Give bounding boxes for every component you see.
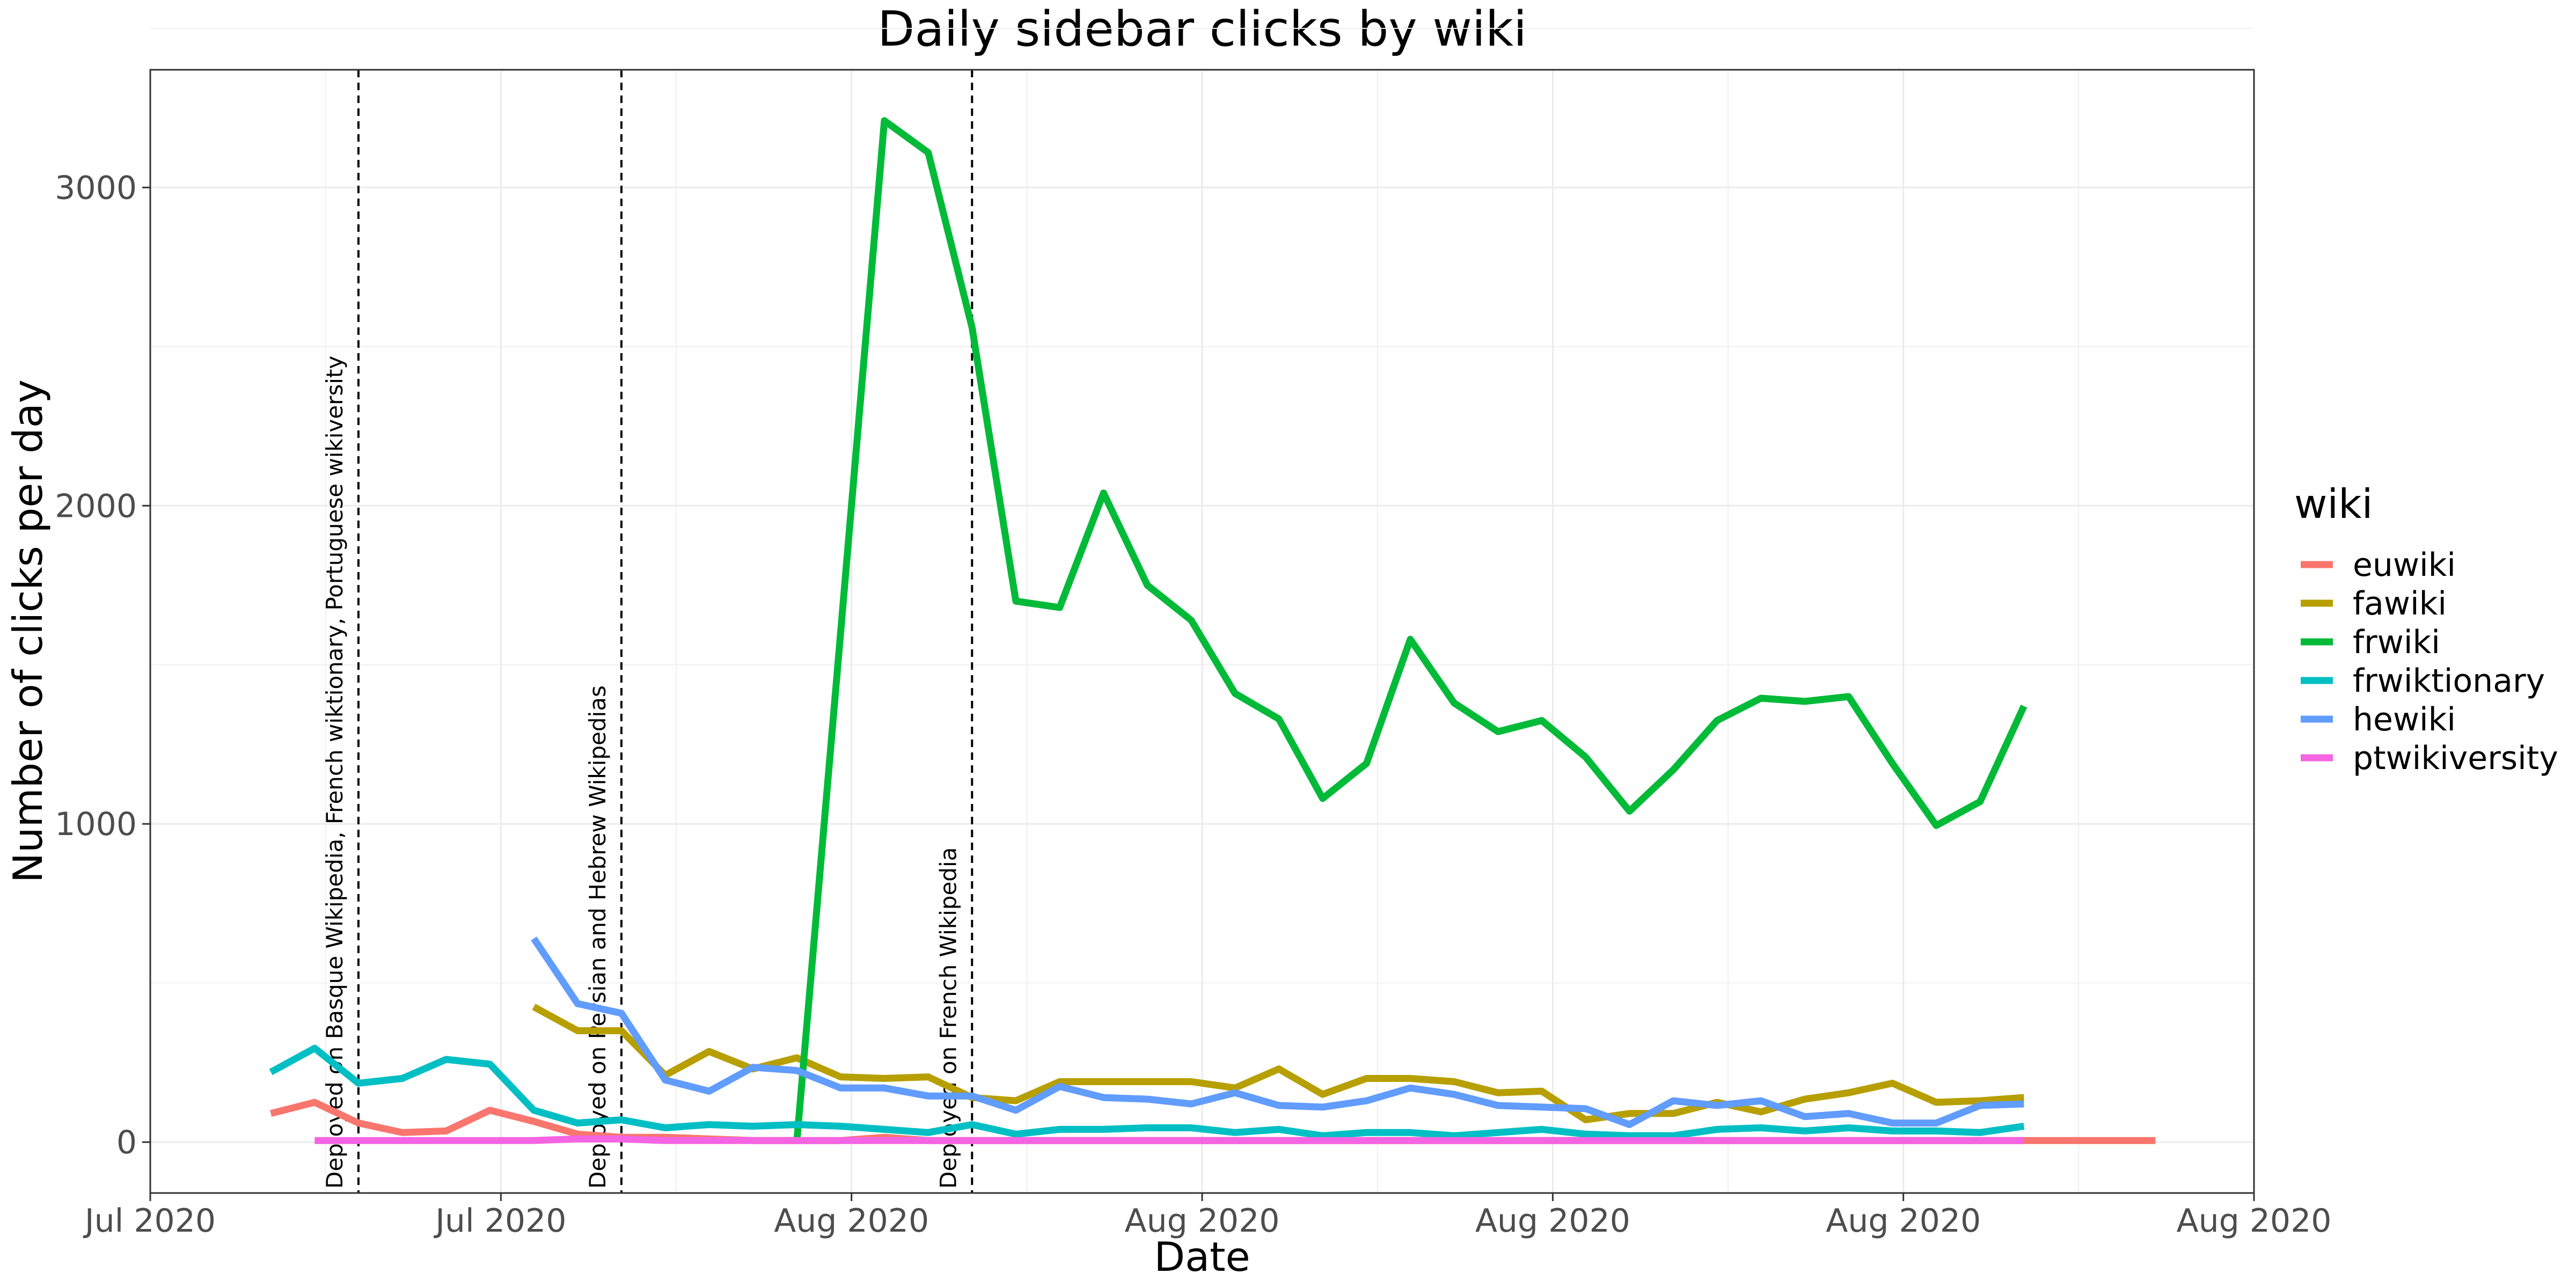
annotation-label: Deployed on Basque Wikipedia, French wik… bbox=[321, 356, 348, 1189]
series-line-frwiki bbox=[793, 117, 2028, 1143]
x-tick-label: Jul 2020 bbox=[433, 1202, 566, 1240]
y-tick-label: 0 bbox=[116, 1124, 137, 1161]
legend: wiki euwikifawikifrwikifrwiktionaryhewiki… bbox=[2294, 480, 2558, 777]
legend-label-fawiki: fawiki bbox=[2353, 585, 2447, 623]
legend-label-hewiki: hewiki bbox=[2353, 701, 2456, 738]
legend-label-euwiki: euwiki bbox=[2353, 546, 2456, 584]
x-tick-label: Aug 2020 bbox=[2177, 1202, 2332, 1240]
y-tick-label: 2000 bbox=[55, 487, 137, 525]
legend-label-ptwikiversity: ptwikiversity bbox=[2353, 740, 2558, 777]
x-tick-label: Aug 2020 bbox=[774, 1202, 929, 1240]
y-axis-title: Number of clicks per day bbox=[4, 379, 52, 883]
series-line-hewiki bbox=[531, 936, 2024, 1128]
series-line-frwiktionary bbox=[269, 1044, 2025, 1139]
legend-label-frwiktionary: frwiktionary bbox=[2353, 662, 2545, 700]
legend-label-frwiki: frwiki bbox=[2353, 624, 2440, 661]
x-tick-label: Aug 2020 bbox=[1125, 1202, 1280, 1240]
x-axis-title: Date bbox=[1154, 1233, 1250, 1280]
x-tick-label: Aug 2020 bbox=[1475, 1202, 1630, 1240]
chart-title: Daily sidebar clicks by wiki bbox=[877, 1, 1527, 57]
y-tick-label: 3000 bbox=[55, 169, 137, 207]
annotation-label: Deployed on Persian and Hebrew Wikipedia… bbox=[584, 685, 611, 1189]
y-tick-label: 1000 bbox=[55, 806, 137, 843]
x-tick-label: Aug 2020 bbox=[1826, 1202, 1981, 1240]
axes: Jul 2020 Jul 2020 Aug 2020 Aug 2020 Aug 2020… bbox=[55, 169, 2331, 1240]
series-line-ptwikiversity bbox=[314, 1135, 2024, 1144]
series-lines bbox=[269, 117, 2156, 1144]
legend-title: wiki bbox=[2294, 480, 2373, 528]
x-tick-label: Jul 2020 bbox=[83, 1202, 216, 1240]
gridlines bbox=[149, 27, 2255, 1193]
annotation-lines: Deployed on Basque Wikipedia, French wik… bbox=[321, 70, 974, 1193]
